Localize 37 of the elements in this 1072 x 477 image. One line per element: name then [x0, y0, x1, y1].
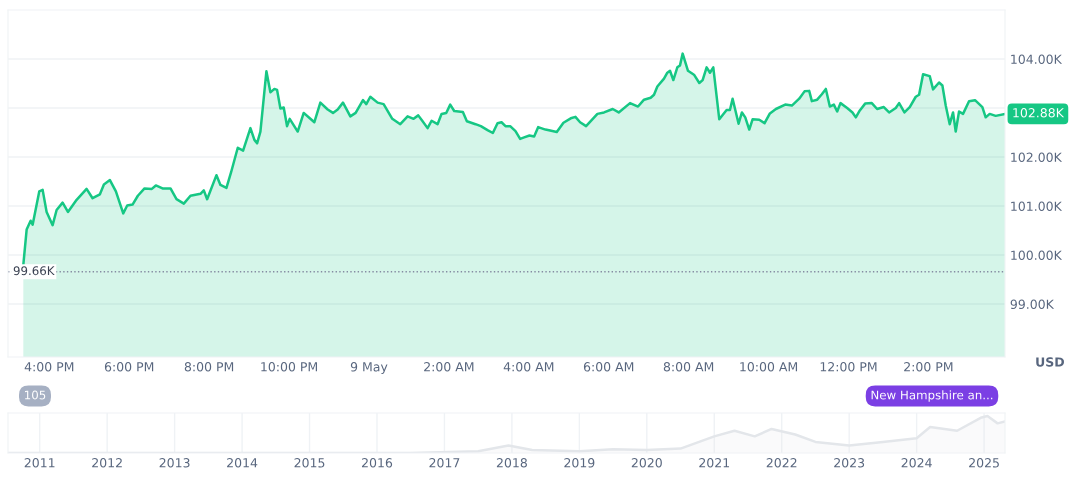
- x-tick-label: 2016: [361, 458, 393, 468]
- x-tick-label: 2018: [496, 458, 527, 468]
- x-tick-label: 2025: [969, 458, 999, 468]
- x-tick-label: 4:00 AM: [503, 362, 554, 372]
- x-tick-label: 2024: [901, 458, 932, 468]
- y-tick-label: 99.00K: [1010, 299, 1055, 309]
- x-tick-label: 6:00 AM: [583, 362, 634, 372]
- y-tick-label: 102.00K: [1011, 152, 1063, 162]
- x-tick-label: 2023: [834, 458, 865, 468]
- x-tick-label: 10:00 AM: [740, 362, 798, 372]
- x-tick-label: 4:00 PM: [24, 362, 74, 372]
- x-tick-label: 2:00 PM: [904, 362, 953, 372]
- text: New Hampshire an...: [871, 390, 993, 402]
- x-tick-label: 2021: [699, 458, 730, 468]
- y-tick-label: 101.00K: [1011, 201, 1063, 211]
- x-tick-label: 2015: [294, 458, 325, 468]
- y-axis-title: USD: [1036, 357, 1064, 367]
- x-tick-label: 2014: [227, 458, 258, 468]
- x-tick-label: 2019: [564, 458, 595, 468]
- x-tick-label: 10:00 PM: [261, 362, 317, 372]
- x-tick-label: 8:00 PM: [184, 362, 234, 372]
- x-tick-label: 9 May: [350, 362, 388, 374]
- x-tick-label: 2:00 AM: [424, 362, 474, 372]
- x-tick-label: 8:00 AM: [663, 362, 714, 372]
- x-tick-label: 2012: [92, 458, 122, 468]
- annotation: 102.88K: [1013, 108, 1065, 118]
- y-tick-label: 100.00K: [1011, 250, 1063, 260]
- x-tick-label: 2020: [631, 458, 662, 468]
- y-tick-label: 104.00K: [1011, 54, 1063, 64]
- ref-line-label: 99.66K: [13, 266, 55, 276]
- x-tick-label: 6:00 PM: [104, 362, 154, 372]
- text: 105: [25, 390, 46, 400]
- x-tick-label: 12:00 PM: [820, 362, 877, 372]
- x-tick-label: 2011: [24, 458, 55, 468]
- x-tick-label: 2022: [766, 458, 797, 468]
- x-tick-label: 2013: [159, 458, 190, 468]
- x-tick-label: 2017: [429, 458, 460, 468]
